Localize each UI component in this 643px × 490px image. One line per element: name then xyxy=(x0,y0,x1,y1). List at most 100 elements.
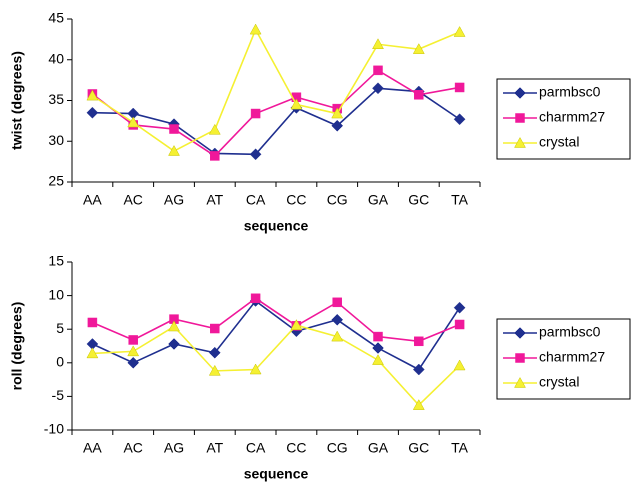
data-point xyxy=(86,347,99,359)
x-tick-label: AT xyxy=(206,440,223,456)
data-point xyxy=(87,317,98,328)
legend-label: parmbsc0 xyxy=(539,324,601,340)
data-point xyxy=(331,330,344,342)
data-point xyxy=(168,145,180,156)
data-point xyxy=(168,320,180,332)
data-point xyxy=(454,319,465,330)
data-point xyxy=(86,89,99,101)
x-tick-label: AG xyxy=(164,192,184,208)
x-tick-label: CG xyxy=(327,192,348,208)
y-tick-label: 35 xyxy=(48,91,64,107)
data-point xyxy=(169,124,179,134)
legend-label: parmbsc0 xyxy=(539,84,601,100)
x-tick-label: AA xyxy=(83,192,102,208)
data-point xyxy=(249,148,262,161)
data-point xyxy=(127,356,140,369)
x-tick-label: AC xyxy=(123,440,142,456)
data-point xyxy=(414,90,424,100)
legend-marker xyxy=(514,327,526,339)
y-tick-label: 15 xyxy=(48,253,64,269)
y-tick-label: 5 xyxy=(56,320,64,336)
x-tick-label: AC xyxy=(123,192,142,208)
data-point xyxy=(208,364,221,376)
x-tick-label: CC xyxy=(286,440,306,456)
data-point xyxy=(210,323,220,334)
data-point xyxy=(332,297,342,308)
data-point xyxy=(372,38,384,50)
data-point xyxy=(290,98,303,110)
data-point xyxy=(127,116,140,128)
data-point xyxy=(412,43,425,54)
data-point xyxy=(373,331,383,342)
y-tick-label: -10 xyxy=(44,421,64,437)
data-point xyxy=(454,82,465,93)
x-axis-label: sequence xyxy=(244,466,309,482)
y-axis-label: roll (degrees) xyxy=(9,302,25,391)
legend-marker xyxy=(515,113,525,123)
y-tick-label: -5 xyxy=(52,387,65,403)
series-line xyxy=(92,299,461,371)
data-point xyxy=(208,123,221,135)
data-point xyxy=(128,335,138,345)
legend-label: charmm27 xyxy=(539,349,605,365)
x-tick-label: CG xyxy=(327,440,348,456)
data-point xyxy=(290,319,303,330)
data-point xyxy=(250,293,261,304)
series-line xyxy=(91,27,460,152)
data-point xyxy=(249,363,262,375)
y-axis-label: twist (degrees) xyxy=(9,51,25,150)
data-point xyxy=(412,363,425,376)
legend-label: crystal xyxy=(539,134,579,150)
legend-label: charmm27 xyxy=(539,109,605,125)
series-line xyxy=(92,324,461,407)
data-point xyxy=(127,345,140,357)
x-tick-label: AA xyxy=(83,440,102,456)
data-point xyxy=(414,336,424,347)
legend-marker xyxy=(514,136,526,148)
x-tick-label: CA xyxy=(246,440,266,456)
x-tick-label: GC xyxy=(408,440,429,456)
x-tick-label: AT xyxy=(206,192,223,208)
legend-marker xyxy=(514,376,526,388)
series-line xyxy=(92,297,460,343)
x-tick-label: GA xyxy=(368,192,389,208)
x-axis-label: sequence xyxy=(244,218,309,234)
data-point xyxy=(331,119,344,132)
y-tick-label: 30 xyxy=(48,132,64,148)
data-point xyxy=(453,26,466,37)
x-tick-label: CC xyxy=(286,192,306,208)
data-point xyxy=(373,65,383,76)
x-tick-label: GC xyxy=(408,192,429,208)
data-point xyxy=(412,399,425,410)
data-point xyxy=(453,301,466,314)
x-tick-label: TA xyxy=(451,192,469,208)
x-tick-label: TA xyxy=(451,440,469,456)
y-tick-label: 0 xyxy=(56,354,64,370)
x-tick-label: GA xyxy=(368,440,389,456)
legend-label: crystal xyxy=(539,374,579,390)
y-tick-label: 40 xyxy=(48,50,64,66)
data-point xyxy=(372,342,384,354)
legend-marker xyxy=(514,87,526,99)
data-point xyxy=(372,82,384,95)
y-tick-label: 25 xyxy=(48,173,64,189)
series-line xyxy=(92,87,461,156)
data-point xyxy=(249,23,262,35)
data-point xyxy=(331,107,344,119)
y-tick-label: 45 xyxy=(48,10,64,26)
data-point xyxy=(453,359,466,371)
x-tick-label: AG xyxy=(164,440,184,456)
data-point xyxy=(208,346,221,359)
data-point xyxy=(168,338,180,350)
data-point xyxy=(453,113,466,126)
data-point xyxy=(372,354,384,365)
y-tick-label: 10 xyxy=(48,286,64,302)
series-line xyxy=(91,69,460,157)
data-point xyxy=(250,108,261,119)
legend-marker xyxy=(515,353,525,363)
data-point xyxy=(86,106,99,119)
data-point xyxy=(331,313,344,326)
x-tick-label: CA xyxy=(246,192,266,208)
data-point xyxy=(210,151,220,161)
